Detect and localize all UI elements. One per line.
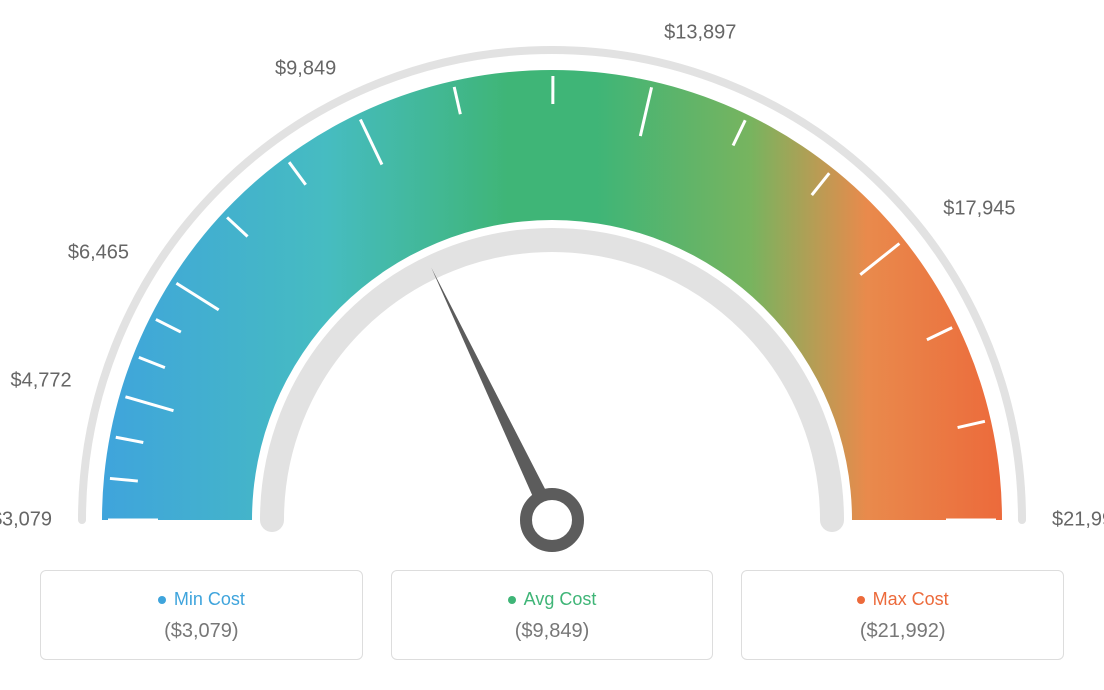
gauge-tick-label: $17,945 (943, 197, 1015, 220)
legend-title-max-text: Max Cost (873, 589, 949, 610)
legend-card-avg: Avg Cost ($9,849) (391, 570, 714, 660)
legend-title-avg: Avg Cost (508, 589, 597, 610)
gauge-tick-label: $6,465 (68, 242, 129, 265)
legend-card-min: Min Cost ($3,079) (40, 570, 363, 660)
gauge-tick-label: $9,849 (275, 57, 336, 80)
legend-title-min-text: Min Cost (174, 589, 245, 610)
cost-gauge-widget: $3,079 $4,772 $6,465 $9,849 $13,897 $17,945 $2… (0, 0, 1104, 690)
gauge-tick-label: $4,772 (10, 370, 71, 393)
legend-value-avg: ($9,849) (402, 620, 703, 643)
bullet-icon (158, 596, 166, 604)
gauge-chart: $3,079 $4,772 $6,465 $9,849 $13,897 $17,945 $2… (0, 0, 1104, 560)
legend-value-min: ($3,079) (51, 620, 352, 643)
legend-title-min: Min Cost (158, 589, 245, 610)
bullet-icon (508, 596, 516, 604)
legend-title-avg-text: Avg Cost (524, 589, 597, 610)
legend-row: Min Cost ($3,079) Avg Cost ($9,849) Max … (40, 570, 1064, 660)
gauge-tick-label: $21,992 (1052, 509, 1104, 532)
legend-value-max: ($21,992) (752, 620, 1053, 643)
legend-card-max: Max Cost ($21,992) (741, 570, 1064, 660)
gauge-tick-label: $3,079 (0, 509, 52, 532)
gauge-tick-label: $13,897 (664, 21, 736, 44)
legend-title-max: Max Cost (857, 589, 949, 610)
bullet-icon (857, 596, 865, 604)
